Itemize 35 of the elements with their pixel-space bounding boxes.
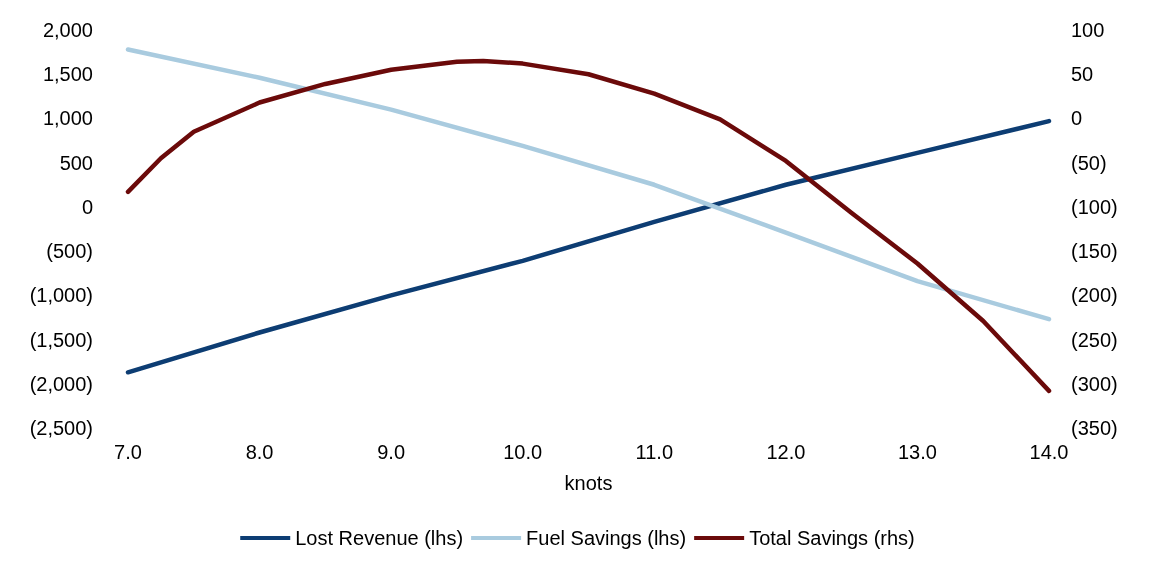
x-tick-label: 12.0 [766,441,806,463]
y2-tick-label: (100) [1071,195,1118,218]
y2-tick-label: 100 [1071,19,1105,41]
y-tick-label: (500) [46,240,93,263]
legend-label: Lost Revenue (lhs) [295,527,464,549]
y-tick-label: (2,500) [29,417,93,439]
y-tick-label: 500 [59,151,93,174]
y2-tick-label: (350) [1071,417,1118,439]
y2-tick-label: (200) [1071,284,1118,307]
y2-tick-label: (250) [1071,328,1118,351]
x-tick-label: 8.0 [245,441,274,463]
y-tick-label: 1,000 [42,107,93,130]
y-tick-label: 1,500 [42,63,93,86]
y-tick-label: 2,000 [42,19,93,41]
y2-tick-label: (300) [1071,372,1118,395]
y2-tick-label: 0 [1071,107,1083,130]
x-tick-label: 7.0 [114,441,142,463]
y2-tick-label: 50 [1071,63,1094,86]
x-tick-label: 13.0 [897,441,937,463]
x-tick-label: 11.0 [635,441,674,463]
x-tick-label: 14.0 [1029,441,1069,463]
line-series [125,47,1052,322]
y-tick-label: (2,000) [29,372,93,395]
x-tick-label: 10.0 [503,441,543,463]
x-tick-label: 9.0 [377,441,406,463]
legend-label: Fuel Savings (lhs) [526,527,687,549]
y2-tick-label: (50) [1071,151,1107,174]
line-series [125,58,1052,394]
line-series [125,118,1052,375]
y-tick-label: (1,500) [29,328,93,351]
legend-label: Total Savings (rhs) [749,527,915,549]
y-tick-label: (1,000) [29,284,93,307]
x-axis-title: knots [564,472,613,494]
y-tick-label: 0 [81,195,93,218]
y2-tick-label: (150) [1071,240,1118,263]
